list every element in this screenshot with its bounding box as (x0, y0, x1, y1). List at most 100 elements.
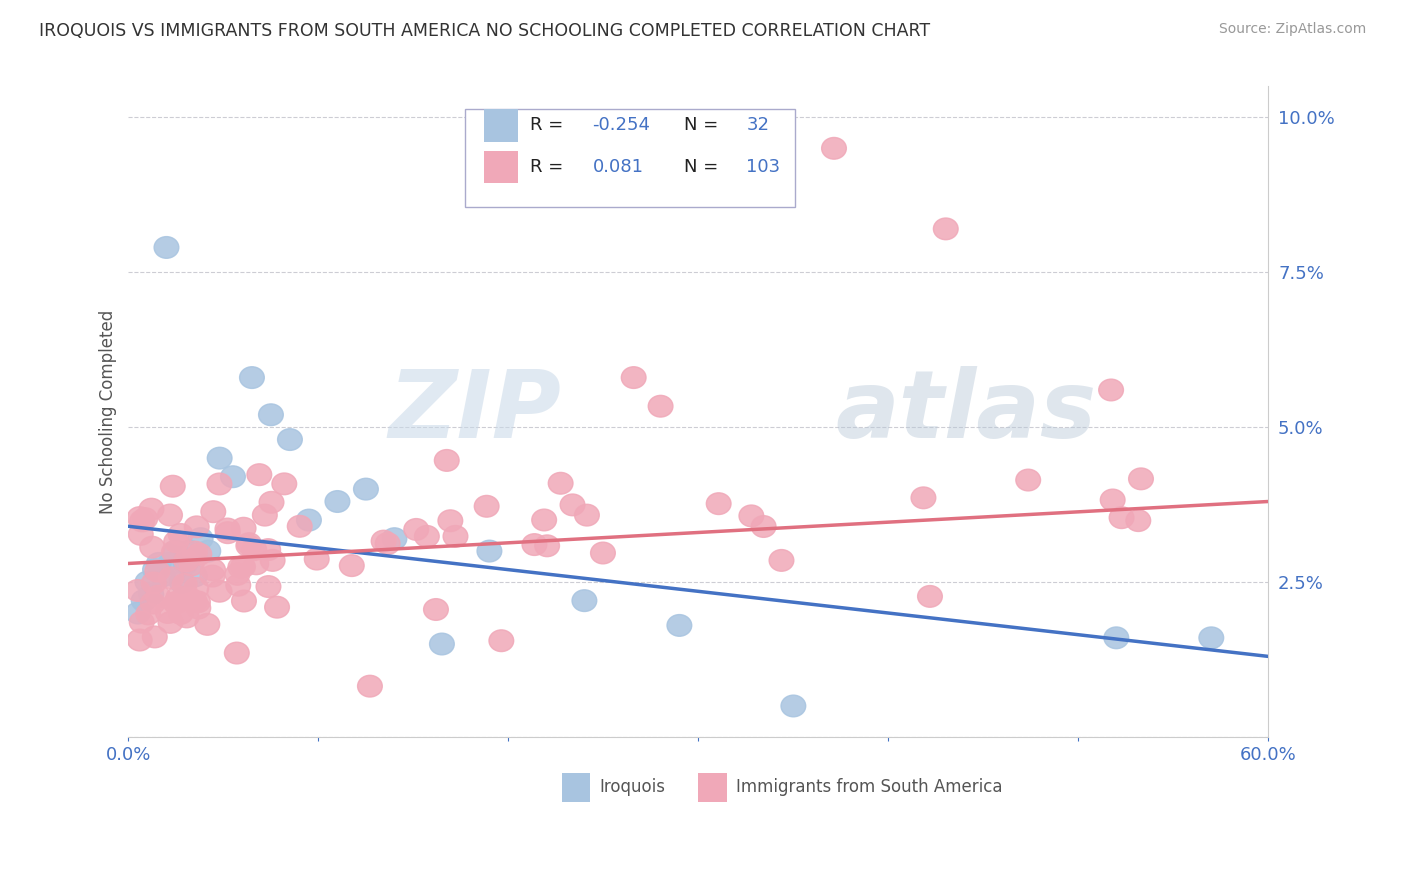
Ellipse shape (236, 533, 262, 555)
Ellipse shape (560, 494, 585, 516)
Ellipse shape (277, 429, 302, 450)
Ellipse shape (201, 500, 225, 523)
Text: ZIP: ZIP (388, 366, 561, 458)
Ellipse shape (260, 549, 285, 571)
Ellipse shape (243, 553, 269, 574)
Ellipse shape (430, 633, 454, 655)
Text: atlas: atlas (835, 366, 1097, 458)
Text: Iroquois: Iroquois (599, 779, 665, 797)
Text: Source: ZipAtlas.com: Source: ZipAtlas.com (1219, 22, 1367, 37)
Ellipse shape (780, 695, 806, 717)
Ellipse shape (375, 533, 399, 555)
Ellipse shape (183, 541, 207, 563)
Ellipse shape (169, 571, 194, 593)
Ellipse shape (591, 542, 616, 564)
Ellipse shape (821, 137, 846, 159)
FancyBboxPatch shape (699, 772, 727, 802)
Ellipse shape (259, 404, 283, 425)
Ellipse shape (150, 565, 174, 587)
Ellipse shape (135, 571, 160, 593)
Ellipse shape (136, 603, 160, 624)
Ellipse shape (304, 549, 329, 570)
Ellipse shape (236, 535, 260, 557)
Ellipse shape (160, 475, 186, 497)
Ellipse shape (339, 555, 364, 576)
Ellipse shape (195, 541, 221, 562)
Ellipse shape (177, 588, 202, 609)
Ellipse shape (911, 487, 936, 508)
Ellipse shape (531, 509, 557, 531)
Ellipse shape (769, 549, 794, 571)
Ellipse shape (132, 508, 157, 530)
Ellipse shape (534, 535, 560, 557)
Ellipse shape (1017, 469, 1040, 491)
Text: N =: N = (683, 116, 724, 135)
Ellipse shape (129, 611, 155, 633)
Text: IROQUOIS VS IMMIGRANTS FROM SOUTH AMERICA NO SCHOOLING COMPLETED CORRELATION CHA: IROQUOIS VS IMMIGRANTS FROM SOUTH AMERIC… (39, 22, 931, 40)
Ellipse shape (173, 553, 198, 574)
Ellipse shape (156, 601, 180, 624)
Ellipse shape (207, 447, 232, 469)
Ellipse shape (187, 543, 212, 565)
Ellipse shape (125, 580, 150, 601)
Ellipse shape (215, 518, 240, 540)
Ellipse shape (325, 491, 350, 512)
Ellipse shape (129, 510, 155, 532)
Ellipse shape (256, 539, 281, 560)
Ellipse shape (522, 533, 547, 556)
FancyBboxPatch shape (465, 109, 796, 207)
Ellipse shape (489, 630, 513, 651)
Ellipse shape (740, 505, 763, 527)
Ellipse shape (918, 585, 942, 607)
Ellipse shape (125, 602, 150, 624)
Ellipse shape (256, 575, 281, 598)
Ellipse shape (1101, 489, 1125, 511)
Ellipse shape (439, 510, 463, 532)
Ellipse shape (264, 597, 290, 618)
Ellipse shape (145, 560, 170, 582)
Ellipse shape (141, 592, 166, 614)
Ellipse shape (353, 478, 378, 500)
Ellipse shape (127, 507, 152, 528)
Text: 0.081: 0.081 (592, 158, 644, 176)
Ellipse shape (174, 606, 200, 628)
Ellipse shape (666, 615, 692, 636)
FancyBboxPatch shape (561, 772, 591, 802)
Ellipse shape (221, 466, 245, 488)
Ellipse shape (1104, 627, 1129, 648)
Ellipse shape (183, 565, 207, 587)
Ellipse shape (174, 550, 198, 572)
Ellipse shape (242, 539, 267, 560)
Ellipse shape (225, 564, 250, 585)
Ellipse shape (621, 367, 645, 388)
Ellipse shape (183, 591, 207, 613)
Ellipse shape (207, 473, 232, 495)
Ellipse shape (259, 491, 284, 513)
Ellipse shape (201, 559, 225, 581)
Ellipse shape (253, 504, 277, 526)
Ellipse shape (186, 598, 211, 619)
Ellipse shape (128, 524, 153, 545)
Ellipse shape (225, 642, 249, 664)
Ellipse shape (163, 592, 188, 614)
Ellipse shape (173, 574, 197, 595)
Ellipse shape (297, 509, 322, 531)
Ellipse shape (382, 528, 406, 549)
Ellipse shape (159, 567, 183, 589)
Ellipse shape (706, 492, 731, 515)
Ellipse shape (474, 495, 499, 517)
Ellipse shape (142, 572, 166, 594)
Ellipse shape (142, 626, 167, 648)
Ellipse shape (184, 577, 208, 599)
Ellipse shape (231, 517, 256, 539)
Ellipse shape (180, 554, 204, 575)
Ellipse shape (146, 585, 170, 607)
Ellipse shape (143, 558, 167, 581)
Ellipse shape (157, 504, 183, 526)
Ellipse shape (477, 541, 502, 562)
Ellipse shape (1098, 379, 1123, 401)
Ellipse shape (177, 541, 201, 562)
Ellipse shape (572, 590, 596, 612)
Ellipse shape (1109, 507, 1133, 529)
Ellipse shape (157, 612, 183, 633)
